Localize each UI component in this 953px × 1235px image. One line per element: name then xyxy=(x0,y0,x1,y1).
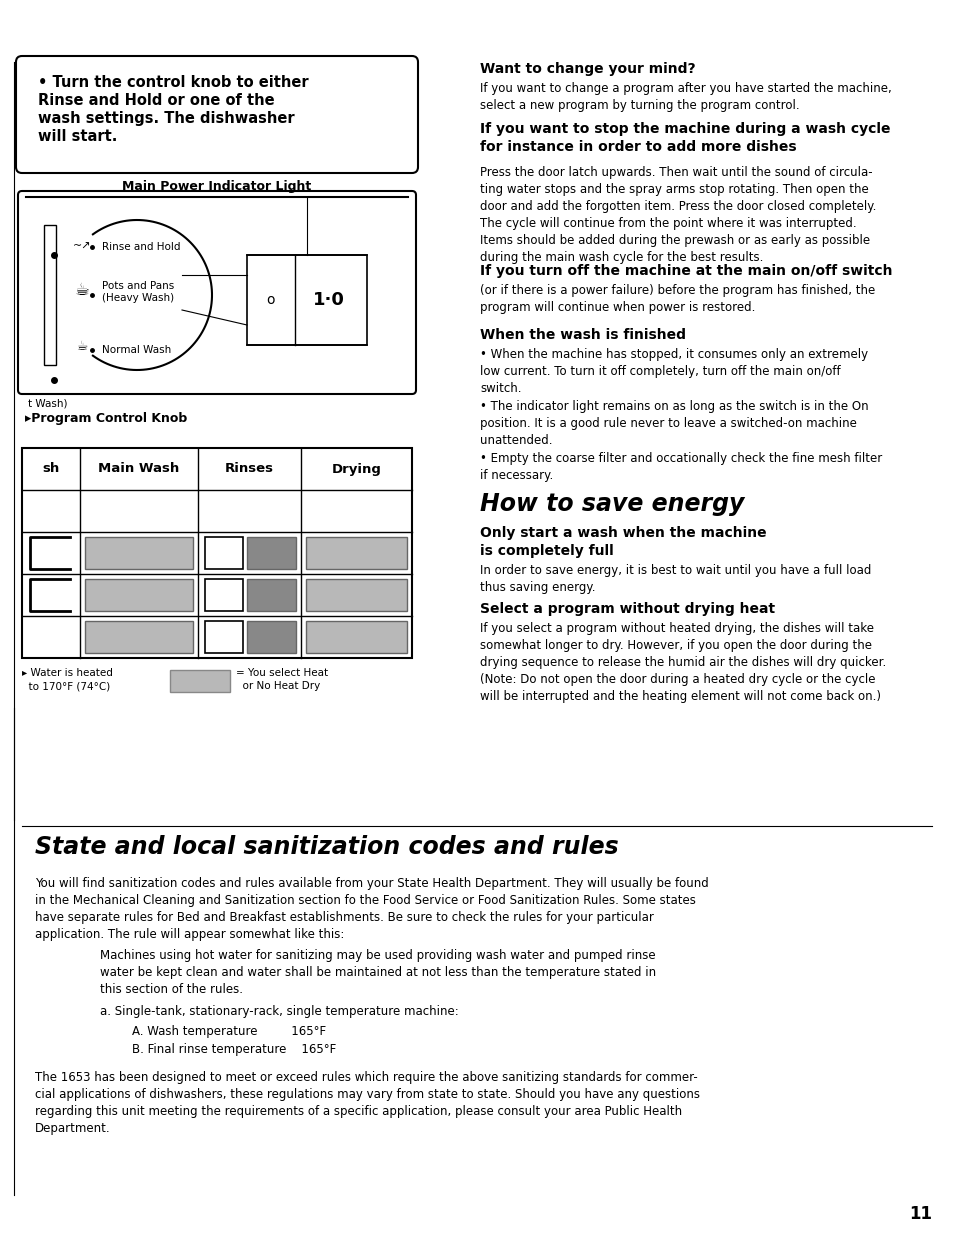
Text: The 1653 has been designed to meet or exceed rules which require the above sanit: The 1653 has been designed to meet or ex… xyxy=(35,1071,700,1135)
Text: (or if there is a power failure) before the program has finished, the
program wi: (or if there is a power failure) before … xyxy=(479,284,874,314)
Text: Main Power Indicator Light: Main Power Indicator Light xyxy=(122,180,312,193)
Text: Rinse and Hold: Rinse and Hold xyxy=(102,242,180,252)
Text: a. Single-tank, stationary-rack, single temperature machine:: a. Single-tank, stationary-rack, single … xyxy=(100,1005,458,1018)
Bar xyxy=(170,671,230,692)
Text: Only start a wash when the machine
is completely full: Only start a wash when the machine is co… xyxy=(479,526,766,558)
Text: Main Wash: Main Wash xyxy=(98,462,179,475)
Text: o: o xyxy=(267,293,275,308)
Bar xyxy=(205,621,243,653)
Text: • The indicator light remains on as long as the switch is in the On
position. It: • The indicator light remains on as long… xyxy=(479,400,868,447)
Text: Drying: Drying xyxy=(332,462,381,475)
Bar xyxy=(247,537,295,569)
Text: Select a program without drying heat: Select a program without drying heat xyxy=(479,601,774,616)
Text: wash settings. The dishwasher: wash settings. The dishwasher xyxy=(38,111,294,126)
Text: When the wash is finished: When the wash is finished xyxy=(479,329,685,342)
Text: 11: 11 xyxy=(908,1205,931,1223)
Bar xyxy=(247,621,295,653)
Bar xyxy=(306,621,407,653)
Text: If you want to change a program after you have started the machine,
select a new: If you want to change a program after yo… xyxy=(479,82,891,112)
Bar xyxy=(85,621,193,653)
Text: ☕: ☕ xyxy=(76,341,88,353)
Text: t Wash): t Wash) xyxy=(28,398,68,408)
Text: Normal Wash: Normal Wash xyxy=(102,345,172,354)
Text: State and local sanitization codes and rules: State and local sanitization codes and r… xyxy=(35,835,618,860)
Text: Machines using hot water for sanitizing may be used providing wash water and pum: Machines using hot water for sanitizing … xyxy=(100,948,656,995)
Text: If you turn off the machine at the main on/off switch: If you turn off the machine at the main … xyxy=(479,264,892,278)
Text: Rinse and Hold or one of the: Rinse and Hold or one of the xyxy=(38,93,274,107)
Bar xyxy=(22,448,412,658)
Bar xyxy=(306,579,407,611)
Bar xyxy=(247,579,295,611)
Text: B. Final rinse temperature    165°F: B. Final rinse temperature 165°F xyxy=(132,1044,335,1056)
Text: Want to change your mind?: Want to change your mind? xyxy=(479,62,695,77)
Text: • When the machine has stopped, it consumes only an extremely
low current. To tu: • When the machine has stopped, it consu… xyxy=(479,348,867,395)
Text: = You select Heat
  or No Heat Dry: = You select Heat or No Heat Dry xyxy=(235,668,328,692)
Bar xyxy=(85,579,193,611)
Text: ☕: ☕ xyxy=(74,282,90,299)
Text: sh: sh xyxy=(42,462,59,475)
Bar xyxy=(85,537,193,569)
Text: Press the door latch upwards. Then wait until the sound of circula-
ting water s: Press the door latch upwards. Then wait … xyxy=(479,165,876,264)
Text: How to save energy: How to save energy xyxy=(479,492,743,516)
Text: Rinses: Rinses xyxy=(225,462,274,475)
Bar xyxy=(247,254,367,345)
Text: Pots and Pans
(Heavy Wash): Pots and Pans (Heavy Wash) xyxy=(102,280,174,304)
Bar xyxy=(205,579,243,611)
Bar xyxy=(44,225,56,366)
Text: You will find sanitization codes and rules available from your State Health Depa: You will find sanitization codes and rul… xyxy=(35,877,708,941)
Text: ▸ Water is heated
  to 170°F (74°C): ▸ Water is heated to 170°F (74°C) xyxy=(22,668,112,692)
Text: ~↗: ~↗ xyxy=(72,242,91,252)
Text: If you want to stop the machine during a wash cycle
for instance in order to add: If you want to stop the machine during a… xyxy=(479,122,889,154)
Text: In order to save energy, it is best to wait until you have a full load
thus savi: In order to save energy, it is best to w… xyxy=(479,564,870,594)
Bar xyxy=(306,537,407,569)
Bar xyxy=(205,537,243,569)
Text: will start.: will start. xyxy=(38,128,117,144)
Text: If you select a program without heated drying, the dishes will take
somewhat lon: If you select a program without heated d… xyxy=(479,622,885,703)
Text: • Empty the coarse filter and occationally check the fine mesh filter
if necessa: • Empty the coarse filter and occational… xyxy=(479,452,882,482)
Text: • Turn the control knob to either: • Turn the control knob to either xyxy=(38,75,309,90)
FancyBboxPatch shape xyxy=(18,191,416,394)
Text: 1·0: 1·0 xyxy=(313,291,345,309)
FancyBboxPatch shape xyxy=(16,56,417,173)
Text: ▸Program Control Knob: ▸Program Control Knob xyxy=(25,412,187,425)
Text: A. Wash temperature         165°F: A. Wash temperature 165°F xyxy=(132,1025,326,1037)
